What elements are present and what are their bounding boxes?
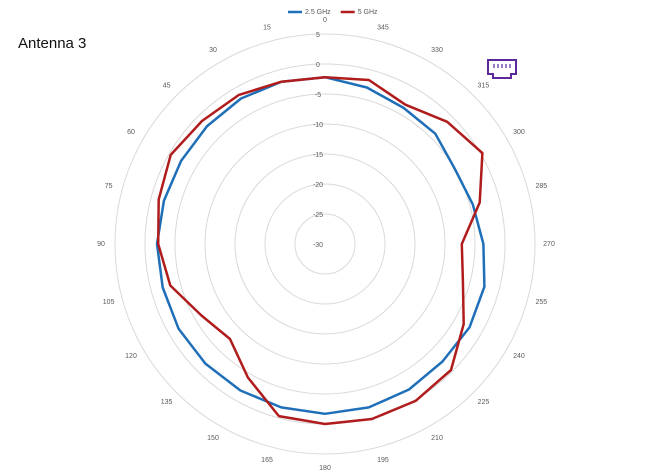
theta-tick-label: 60: [127, 129, 135, 136]
theta-tick-label: 105: [103, 299, 115, 306]
theta-tick-label: 345: [377, 24, 389, 31]
theta-tick-label: 165: [261, 457, 273, 464]
theta-tick-label: 180: [319, 465, 331, 472]
theta-tick-label: 330: [431, 47, 443, 54]
theta-tick-label: 75: [105, 183, 113, 190]
r-tick-label: -30: [313, 242, 323, 249]
theta-tick-label: 315: [478, 82, 490, 89]
theta-tick-label: 150: [207, 435, 219, 442]
theta-tick-label: 15: [263, 24, 271, 31]
theta-tick-label: 195: [377, 457, 389, 464]
theta-tick-label: 210: [431, 435, 443, 442]
r-tick-label: -5: [315, 92, 321, 99]
r-tick-label: -15: [313, 152, 323, 159]
theta-tick-label: 255: [536, 299, 548, 306]
legend-label: 2.5 GHz: [305, 9, 331, 16]
grid-ring: [114, 33, 536, 455]
legend-label: 5 GHz: [358, 9, 378, 16]
series-line: [156, 75, 484, 426]
grid-ring: [264, 183, 386, 305]
grid-ring: [234, 153, 416, 335]
theta-tick-label: 225: [478, 399, 490, 406]
theta-tick-label: 90: [97, 241, 105, 248]
theta-tick-label: 285: [536, 183, 548, 190]
theta-tick-label: 300: [513, 129, 525, 136]
theta-tick-label: 135: [161, 399, 173, 406]
theta-tick-label: 0: [323, 17, 327, 24]
device-icon: [487, 59, 517, 79]
r-tick-label: -20: [313, 182, 323, 189]
grid-ring: [204, 123, 446, 365]
theta-tick-label: 45: [163, 82, 171, 89]
chart-title: Antenna 3: [18, 35, 86, 52]
grid-ring: [294, 213, 356, 275]
theta-tick-label: 270: [543, 241, 555, 248]
ethernet-port-icon: [487, 59, 517, 79]
theta-tick-label: 240: [513, 353, 525, 360]
r-tick-label: 5: [316, 32, 320, 39]
grid-ring: [174, 93, 476, 395]
r-tick-label: -10: [313, 122, 323, 129]
series-line: [155, 75, 486, 416]
r-tick-label: 0: [316, 62, 320, 69]
theta-tick-label: 30: [209, 47, 217, 54]
icon-pins: [493, 64, 511, 68]
theta-tick-label: 120: [125, 353, 137, 360]
r-tick-label: -25: [313, 212, 323, 219]
